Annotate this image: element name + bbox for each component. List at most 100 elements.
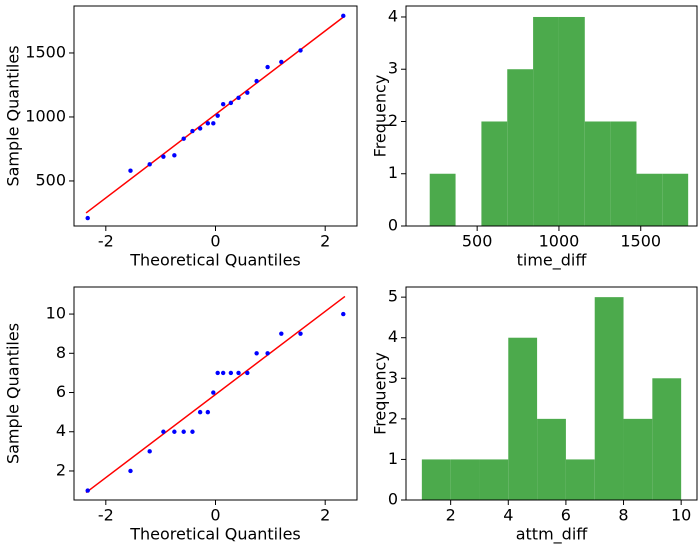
point [128,168,133,173]
y-tick-label: 1000 [25,106,66,125]
y-tick-label: 1 [388,449,398,468]
point [228,370,234,376]
point [161,154,166,159]
y-tick-label: 4 [388,327,398,346]
point [197,126,203,131]
point [341,13,346,19]
bar [429,173,456,226]
x-tick-label: 8 [618,506,628,525]
x-tick-label: 0 [210,232,220,251]
y-axis-label: Sample Quantiles [4,45,23,186]
point [215,113,220,118]
point [236,95,241,100]
point [228,100,234,106]
axes-frame [73,5,358,227]
axes-frame [405,286,698,501]
point [211,390,216,395]
y-tick-label: 4 [56,421,66,440]
x-tick-label: 2 [320,506,330,525]
y-tick-label: 0 [388,490,398,509]
fit-line [85,15,346,214]
point [197,409,203,415]
x-tick-label: 2 [320,232,330,251]
x-axis-label: attm_diff [516,525,589,545]
x-tick-label: 4 [503,506,513,525]
fit-line [85,295,346,494]
y-tick-label: 2 [388,111,398,130]
point [147,449,152,454]
bar [537,418,566,500]
bar [610,121,637,226]
point [205,409,211,415]
point [254,351,259,356]
point [181,429,186,434]
point [181,136,186,141]
point [85,488,90,493]
bar [481,121,508,226]
bar [662,173,689,226]
x-axis-label: Theoretical Quantiles [129,251,301,270]
axes-frame [73,286,358,501]
point [298,48,303,53]
bar [479,459,509,500]
y-axis-label: Frequency [371,352,390,435]
point [190,128,195,134]
y-tick-label: 5 [388,287,398,306]
y-tick-label: 10 [46,304,66,323]
bar [558,16,585,226]
x-tick-label: 1500 [620,232,661,251]
y-axis-label: Frequency [371,75,390,158]
y-tick-label: 3 [388,59,398,78]
bar [450,459,480,500]
y-tick-label: 4 [388,6,398,25]
point [128,468,133,474]
x-tick-label: 2 [446,506,456,525]
y-tick-label: 8 [56,343,66,362]
point [341,311,346,317]
x-tick-label: -2 [98,232,114,251]
bar [565,459,595,500]
y-tick-label: 3 [388,368,398,387]
point [211,121,216,126]
bar [584,121,611,226]
bar [623,418,653,500]
x-tick-label: 10 [671,506,691,525]
point [245,90,250,95]
point [220,370,226,376]
y-axis-label: Sample Quantiles [4,323,23,464]
point [245,370,250,376]
point [298,331,303,336]
bar [507,69,534,226]
x-axis-label: Theoretical Quantiles [129,525,301,544]
point [85,215,90,221]
y-tick-label: 6 [56,382,66,401]
bar [652,378,682,500]
point [265,351,270,356]
y-tick-label: 1500 [25,42,66,61]
x-tick-label: 0 [210,506,220,525]
point [279,331,284,336]
y-tick-label: 2 [388,408,398,427]
x-tick-label: -2 [98,506,114,525]
bar [636,173,663,226]
x-tick-label: 6 [561,506,571,525]
x-tick-label: 500 [462,232,493,251]
point [161,429,166,434]
x-axis-label: time_diff [517,251,588,271]
point [265,64,270,70]
point [215,370,220,376]
x-tick-label: 1000 [539,232,580,251]
y-tick-label: 1 [388,163,398,182]
bar [421,459,451,500]
point [220,101,226,107]
y-tick-label: 500 [35,170,66,189]
point [190,429,195,434]
point [172,153,177,158]
bar [594,297,624,500]
point [254,78,259,84]
point [147,162,152,167]
bar [533,16,559,226]
point [279,59,284,65]
axes-frame [405,5,698,227]
